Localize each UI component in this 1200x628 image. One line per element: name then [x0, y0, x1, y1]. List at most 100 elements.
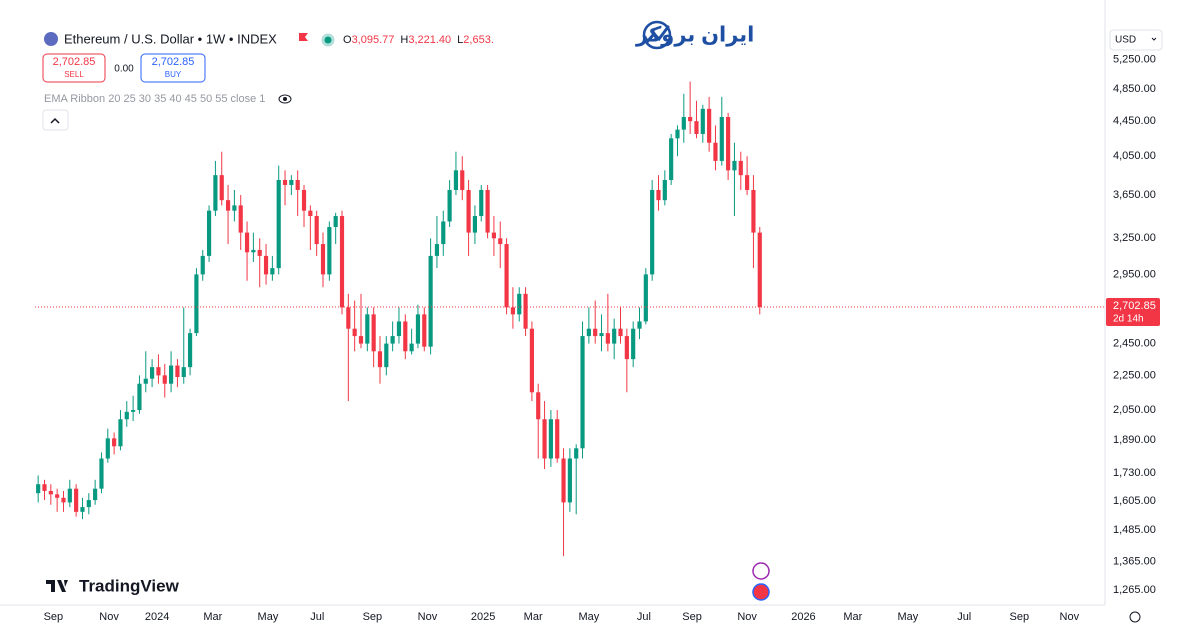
- plot: [35, 81, 1105, 557]
- brand-logo: [46, 580, 68, 592]
- ohlc-key: O: [343, 34, 352, 46]
- candle-body: [441, 221, 446, 245]
- currency-select[interactable]: [1109, 29, 1163, 51]
- buy-button[interactable]: [140, 53, 206, 83]
- candle-body: [384, 343, 389, 368]
- candle-body: [175, 365, 180, 378]
- flag-icon: [299, 33, 308, 41]
- candle-body: [244, 232, 250, 253]
- x-tick-label: Sep: [682, 611, 702, 623]
- candle-body: [548, 419, 553, 459]
- candle-body: [314, 216, 319, 245]
- status-dot: [321, 33, 335, 47]
- candle-body: [143, 378, 148, 384]
- candle-body: [225, 200, 231, 211]
- y-tick-label: 2,250.00: [1113, 369, 1156, 381]
- spread: 0.00: [114, 64, 134, 75]
- price-tag: [1106, 297, 1160, 326]
- y-tick-label: 1,605.00: [1113, 495, 1156, 507]
- ohlc-key: H: [400, 34, 408, 46]
- candle-body: [675, 129, 680, 139]
- currency: USD: [1115, 35, 1136, 46]
- candle-body: [612, 328, 617, 344]
- candle-body: [631, 328, 636, 360]
- candle-body: [200, 255, 205, 275]
- x-tick-label: Sep: [1010, 611, 1030, 623]
- candle-body: [707, 108, 712, 143]
- indicator: EMA Ribbon 20 25 30 35 40 45 50 55 close…: [44, 93, 265, 105]
- x-tick-label: Sep: [363, 611, 383, 623]
- x-tick-label: Nov: [99, 611, 119, 623]
- watermark-text: ایران بروکر: [635, 24, 754, 47]
- candle-body: [472, 216, 478, 233]
- candle-body: [112, 438, 117, 447]
- candle-body: [67, 488, 72, 503]
- candle-body: [213, 175, 218, 211]
- ohlc-value: 3,095.77: [352, 34, 395, 46]
- logo-icon: [645, 25, 670, 44]
- y-tick-label: 1,265.00: [1113, 584, 1156, 596]
- x-tick-label: Nov: [1060, 611, 1080, 623]
- chevron: [50, 117, 60, 124]
- sell-label: SELL: [64, 70, 84, 79]
- event-icon[interactable]: [752, 562, 770, 580]
- x-tick-label: Mar: [524, 611, 543, 623]
- candle-body: [61, 497, 66, 503]
- candle-body: [263, 255, 269, 275]
- candle-body: [422, 314, 427, 347]
- candle-body: [529, 328, 534, 393]
- settings-icon[interactable]: [1129, 611, 1141, 623]
- candle-body: [365, 314, 370, 344]
- chevron: [1151, 37, 1157, 41]
- buy-price: 2,702.85: [152, 56, 195, 68]
- candle-body: [55, 494, 60, 498]
- candle-body: [403, 321, 408, 352]
- candle-body: [105, 438, 110, 459]
- sell-button[interactable]: [42, 53, 106, 83]
- x-tick-label: May: [258, 611, 279, 623]
- x-tick-label: Sep: [44, 611, 64, 623]
- candle-body: [567, 458, 572, 503]
- x-tick-label: Nov: [737, 611, 757, 623]
- candle-body: [586, 328, 591, 337]
- candle-body: [434, 244, 440, 256]
- candle-body: [282, 180, 288, 185]
- x-tick-label: Jul: [310, 611, 324, 623]
- candle-body: [637, 321, 642, 329]
- candle-body: [745, 175, 750, 190]
- eye-icon[interactable]: [278, 94, 292, 104]
- ohlc-value: 3,221.40: [408, 34, 451, 46]
- candle-body: [327, 226, 332, 275]
- candle-body: [719, 117, 724, 161]
- candle-body: [479, 189, 484, 217]
- coin-icon: [44, 32, 58, 46]
- event-icon[interactable]: [752, 583, 770, 601]
- candle-body: [624, 336, 629, 360]
- candle-body: [491, 232, 497, 239]
- candle-body: [460, 170, 465, 190]
- y-tick-label: 1,485.00: [1113, 524, 1156, 536]
- candle-body: [415, 314, 421, 344]
- y-tick-label: 5,250.00: [1113, 53, 1156, 65]
- candle-body: [580, 336, 585, 449]
- y-tick-label: 3,250.00: [1113, 232, 1156, 244]
- y-tick-label: 4,450.00: [1113, 115, 1156, 127]
- candle-body: [390, 336, 395, 344]
- x-tick-label: Mar: [843, 611, 862, 623]
- y-tick-label: 1,730.00: [1113, 467, 1156, 479]
- x-tick-label: 2024: [145, 611, 169, 623]
- candle-body: [726, 117, 731, 171]
- candle-body: [485, 189, 490, 233]
- x-tick-label: May: [897, 611, 918, 623]
- candle-body: [523, 293, 528, 329]
- candle-body: [232, 205, 237, 211]
- candle-body: [358, 336, 364, 344]
- candle-body: [99, 458, 104, 489]
- candle-body: [169, 365, 174, 384]
- candle-body: [48, 490, 53, 495]
- y-tick-label: 1,890.00: [1113, 434, 1156, 446]
- candle-body: [681, 117, 686, 130]
- chart-title: Ethereum / U.S. Dollar • 1W • INDEX: [64, 31, 277, 46]
- candle-body: [605, 333, 610, 344]
- candle-body: [74, 488, 79, 512]
